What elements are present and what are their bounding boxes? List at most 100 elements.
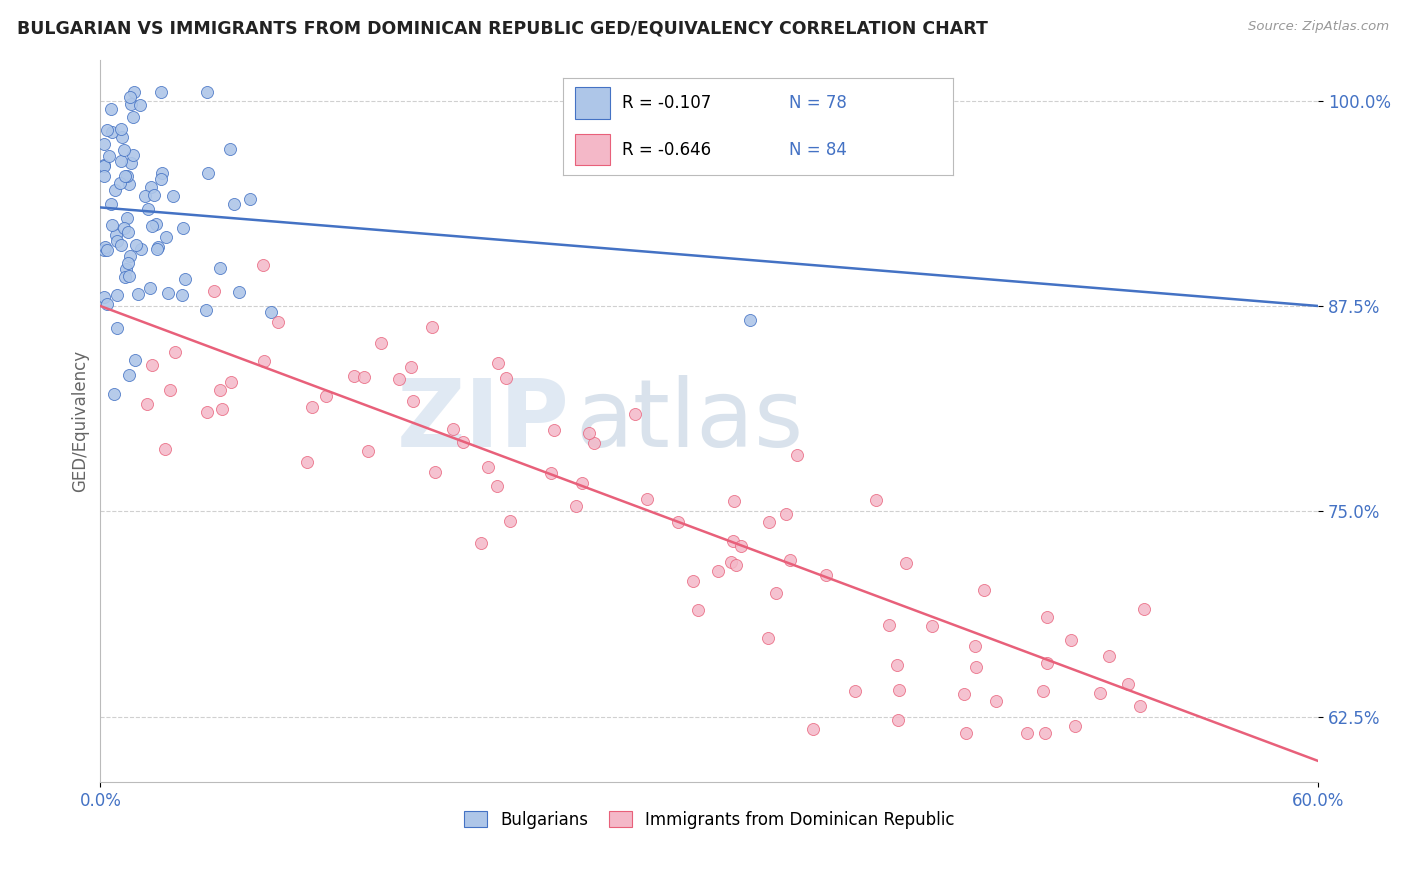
Point [155, 229, 177, 244]
Point [93, 159, 115, 173]
Point [117, 368, 139, 382]
Point [100, 197, 122, 211]
Point [100, 103, 122, 117]
Point [1035, 657, 1057, 671]
Point [485, 479, 508, 493]
Point [540, 467, 562, 481]
Point [477, 460, 499, 475]
Point [122, 86, 145, 100]
Point [267, 315, 290, 329]
Point [118, 268, 141, 283]
Point [1064, 719, 1087, 733]
Text: ZIP: ZIP [396, 375, 569, 467]
Point [260, 305, 283, 319]
Point [738, 313, 761, 327]
Point [721, 534, 744, 549]
Point [239, 192, 262, 206]
Point [117, 169, 139, 184]
Point [162, 189, 184, 203]
Point [150, 166, 173, 180]
Point [1129, 699, 1152, 714]
Point [149, 172, 172, 186]
Point [423, 465, 446, 479]
Point [571, 476, 593, 491]
Point [108, 176, 131, 190]
Point [122, 110, 145, 124]
Point [155, 442, 177, 456]
Point [134, 189, 156, 203]
Point [973, 582, 995, 597]
Point [865, 493, 887, 508]
Point [101, 218, 124, 232]
Point [173, 272, 195, 286]
Point [666, 516, 689, 530]
Point [101, 125, 124, 139]
Point [758, 515, 780, 529]
Point [96, 296, 118, 310]
Point [170, 288, 193, 302]
Point [786, 448, 808, 462]
Point [887, 713, 910, 727]
Point [370, 336, 392, 351]
Point [887, 683, 910, 698]
Point [686, 603, 709, 617]
Point [301, 401, 323, 415]
Point [124, 352, 146, 367]
Point [765, 586, 787, 600]
Point [105, 321, 128, 335]
Point [399, 359, 422, 374]
Point [117, 225, 139, 239]
Point [195, 405, 218, 419]
Point [195, 303, 218, 318]
Point [202, 284, 225, 298]
Y-axis label: GED/Equivalency: GED/Equivalency [72, 350, 89, 492]
Point [110, 122, 132, 136]
Point [129, 98, 152, 112]
Point [682, 574, 704, 589]
Point [197, 86, 219, 100]
Point [208, 383, 231, 397]
Point [163, 345, 186, 359]
Point [1088, 686, 1111, 700]
Point [149, 86, 172, 100]
Point [125, 238, 148, 252]
Point [815, 568, 838, 582]
Point [965, 660, 987, 674]
Point [1033, 726, 1056, 740]
Point [877, 618, 900, 632]
Point [953, 687, 976, 701]
Point [886, 658, 908, 673]
Point [120, 90, 142, 104]
Point [253, 354, 276, 368]
Point [197, 166, 219, 180]
Point [93, 240, 115, 254]
Point [495, 371, 517, 385]
Point [955, 726, 977, 740]
Point [636, 492, 658, 507]
Point [564, 499, 586, 513]
Point [136, 397, 159, 411]
Point [112, 220, 135, 235]
Point [156, 285, 179, 300]
Point [295, 455, 318, 469]
Point [110, 154, 132, 169]
Point [111, 130, 134, 145]
Point [114, 270, 136, 285]
Point [779, 553, 801, 567]
Point [486, 356, 509, 370]
Point [120, 156, 142, 170]
Point [1035, 610, 1057, 624]
Point [104, 227, 127, 242]
Point [224, 197, 246, 211]
Point [219, 143, 242, 157]
Point [894, 556, 917, 570]
Point [93, 136, 115, 151]
Point [1015, 726, 1038, 740]
Point [420, 320, 443, 334]
Point [146, 242, 169, 256]
Point [353, 370, 375, 384]
Point [96, 122, 118, 136]
Text: atlas: atlas [575, 375, 804, 467]
Point [104, 183, 127, 197]
Point [984, 694, 1007, 708]
